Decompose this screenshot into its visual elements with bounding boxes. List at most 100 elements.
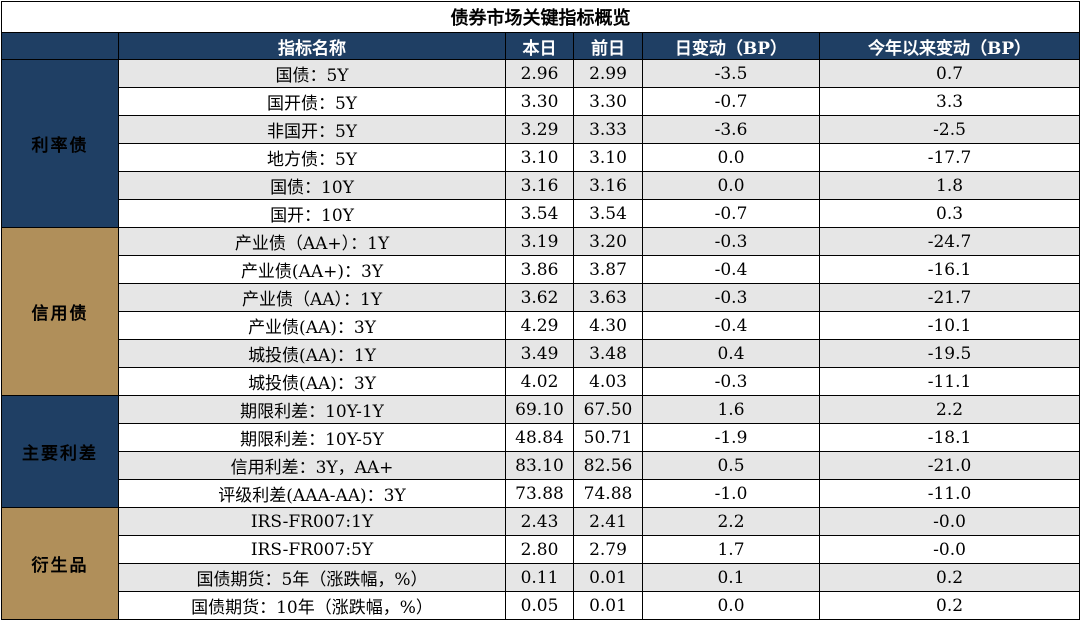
table-row: 城投债(AA)：1Y 3.49 3.48 0.4 -19.5 [2, 339, 1080, 368]
today-value-cell: 69.10 [505, 395, 574, 424]
group-label: 利率债 [1, 59, 119, 228]
day-change-cell: -3.5 [642, 59, 820, 88]
indicator-name-cell: 信用利差：3Y，AA+ [118, 451, 506, 480]
today-value-cell: 3.29 [505, 115, 574, 144]
day-change-cell: 2.2 [642, 507, 820, 536]
day-change-cell: -1.9 [642, 423, 820, 452]
today-value-cell: 83.10 [505, 451, 574, 480]
today-value-cell: 48.84 [505, 423, 574, 452]
day-change-cell: 1.7 [642, 535, 820, 564]
today-value-cell: 3.54 [505, 199, 574, 228]
table-row: 期限利差：10Y-5Y 48.84 50.71 -1.9 -18.1 [2, 423, 1080, 452]
day-change-cell: -0.4 [642, 311, 820, 340]
group-label: 衍生品 [1, 507, 119, 620]
table-row: 评级利差(AAA-AA)：3Y 73.88 74.88 -1.0 -11.0 [2, 479, 1080, 508]
prev-value-cell: 3.16 [573, 171, 643, 200]
today-value-cell: 2.43 [505, 507, 574, 536]
day-change-cell: -0.4 [642, 255, 820, 284]
today-value-cell: 3.16 [505, 171, 574, 200]
prev-value-cell: 2.41 [573, 507, 643, 536]
header-prev: 前日 [573, 32, 643, 60]
day-change-cell: 0.1 [642, 563, 820, 592]
day-change-cell: 0.0 [642, 171, 820, 200]
table-row: 衍生品 IRS-FR007:1Y 2.43 2.41 2.2 -0.0 [1, 507, 1080, 620]
ytd-change-cell: -0.0 [818, 507, 1080, 536]
today-value-cell: 3.10 [505, 143, 574, 172]
today-value-cell: 2.80 [505, 535, 574, 564]
indicator-name-cell: IRS-FR007:1Y [118, 507, 506, 536]
prev-value-cell: 67.50 [573, 395, 643, 424]
table-row: 国债期货：5年（涨跌幅，%） 0.11 0.01 0.1 0.2 [2, 563, 1080, 592]
table-row: 国债期货：10年（涨跌幅，%） 0.05 0.01 0.0 0.2 [2, 591, 1080, 620]
header-ytd-change: 今年以来变动（BP） [818, 32, 1080, 60]
day-change-cell: 0.0 [642, 591, 820, 620]
indicator-name-cell: 产业债(AA)：3Y [118, 311, 506, 340]
day-change-cell: 0.0 [642, 143, 820, 172]
ytd-change-cell: -17.7 [818, 143, 1080, 172]
header-name: 指标名称 [118, 32, 506, 60]
ytd-change-cell: 0.2 [818, 591, 1080, 620]
prev-value-cell: 3.20 [573, 227, 643, 256]
table-row: 地方债：5Y 3.10 3.10 0.0 -17.7 [2, 143, 1080, 172]
table-row: 产业债（AA）：1Y 3.62 3.63 -0.3 -21.7 [2, 283, 1080, 312]
indicator-name-cell: 产业债(AA+)：3Y [118, 255, 506, 284]
ytd-change-cell: -0.0 [818, 535, 1080, 564]
today-value-cell: 2.96 [505, 59, 574, 88]
indicator-name-cell: 国开：10Y [118, 199, 506, 228]
table-body: 利率债 国债：5Y 2.96 2.99 -3.5 0.7 国开债：5Y 3.30 3.30 -0.… [1, 59, 1080, 620]
table-row: 城投债(AA)：3Y 4.02 4.03 -0.3 -11.1 [2, 367, 1080, 396]
today-value-cell: 73.88 [505, 479, 574, 508]
day-change-cell: -3.6 [642, 115, 820, 144]
day-change-cell: -0.3 [642, 283, 820, 312]
prev-value-cell: 3.10 [573, 143, 643, 172]
indicator-name-cell: 国开债：5Y [118, 87, 506, 116]
indicator-name-cell: 产业债（AA）：1Y [118, 283, 506, 312]
ytd-change-cell: -16.1 [818, 255, 1080, 284]
prev-value-cell: 3.63 [573, 283, 643, 312]
ytd-change-cell: 0.3 [818, 199, 1080, 228]
day-change-cell: 1.6 [642, 395, 820, 424]
indicator-name-cell: 非国开：5Y [118, 115, 506, 144]
ytd-change-cell: -11.1 [818, 367, 1080, 396]
today-value-cell: 3.30 [505, 87, 574, 116]
prev-value-cell: 82.56 [573, 451, 643, 480]
ytd-change-cell: 0.2 [818, 563, 1080, 592]
ytd-change-cell: -2.5 [818, 115, 1080, 144]
table-row: 产业债(AA)：3Y 4.29 4.30 -0.4 -10.1 [2, 311, 1080, 340]
header-row: 指标名称 本日 前日 日变动（BP） 今年以来变动（BP） [1, 32, 1080, 60]
today-value-cell: 3.49 [505, 339, 574, 368]
prev-value-cell: 3.48 [573, 339, 643, 368]
day-change-cell: 0.5 [642, 451, 820, 480]
table-row: 信用利差：3Y，AA+ 83.10 82.56 0.5 -21.0 [2, 451, 1080, 480]
indicator-name-cell: 期限利差：10Y-5Y [118, 423, 506, 452]
ytd-change-cell: -21.0 [818, 451, 1080, 480]
table-row: 主要利差 期限利差：10Y-1Y 69.10 67.50 1.6 2.2 [1, 395, 1080, 508]
prev-value-cell: 2.79 [573, 535, 643, 564]
day-change-cell: -0.3 [642, 227, 820, 256]
today-value-cell: 4.02 [505, 367, 574, 396]
ytd-change-cell: -10.1 [818, 311, 1080, 340]
prev-value-cell: 50.71 [573, 423, 643, 452]
indicator-name-cell: IRS-FR007:5Y [118, 535, 506, 564]
prev-value-cell: 3.54 [573, 199, 643, 228]
today-value-cell: 4.29 [505, 311, 574, 340]
indicator-name-cell: 评级利差(AAA-AA)：3Y [118, 479, 506, 508]
prev-value-cell: 3.33 [573, 115, 643, 144]
indicator-name-cell: 国债：5Y [118, 59, 506, 88]
prev-value-cell: 74.88 [573, 479, 643, 508]
ytd-change-cell: -21.7 [818, 283, 1080, 312]
prev-value-cell: 2.99 [573, 59, 643, 88]
table-row: 非国开：5Y 3.29 3.33 -3.6 -2.5 [2, 115, 1080, 144]
ytd-change-cell: 1.8 [818, 171, 1080, 200]
table-row: 国开债：5Y 3.30 3.30 -0.7 3.3 [2, 87, 1080, 116]
prev-value-cell: 3.87 [573, 255, 643, 284]
table-row: 国债：10Y 3.16 3.16 0.0 1.8 [2, 171, 1080, 200]
prev-value-cell: 0.01 [573, 591, 643, 620]
group-label: 主要利差 [1, 395, 119, 508]
today-value-cell: 3.62 [505, 283, 574, 312]
indicator-name-cell: 地方债：5Y [118, 143, 506, 172]
today-value-cell: 0.11 [505, 563, 574, 592]
table-row: 信用债 产业债（AA+）：1Y 3.19 3.20 -0.3 -24.7 [1, 227, 1080, 396]
prev-value-cell: 4.30 [573, 311, 643, 340]
